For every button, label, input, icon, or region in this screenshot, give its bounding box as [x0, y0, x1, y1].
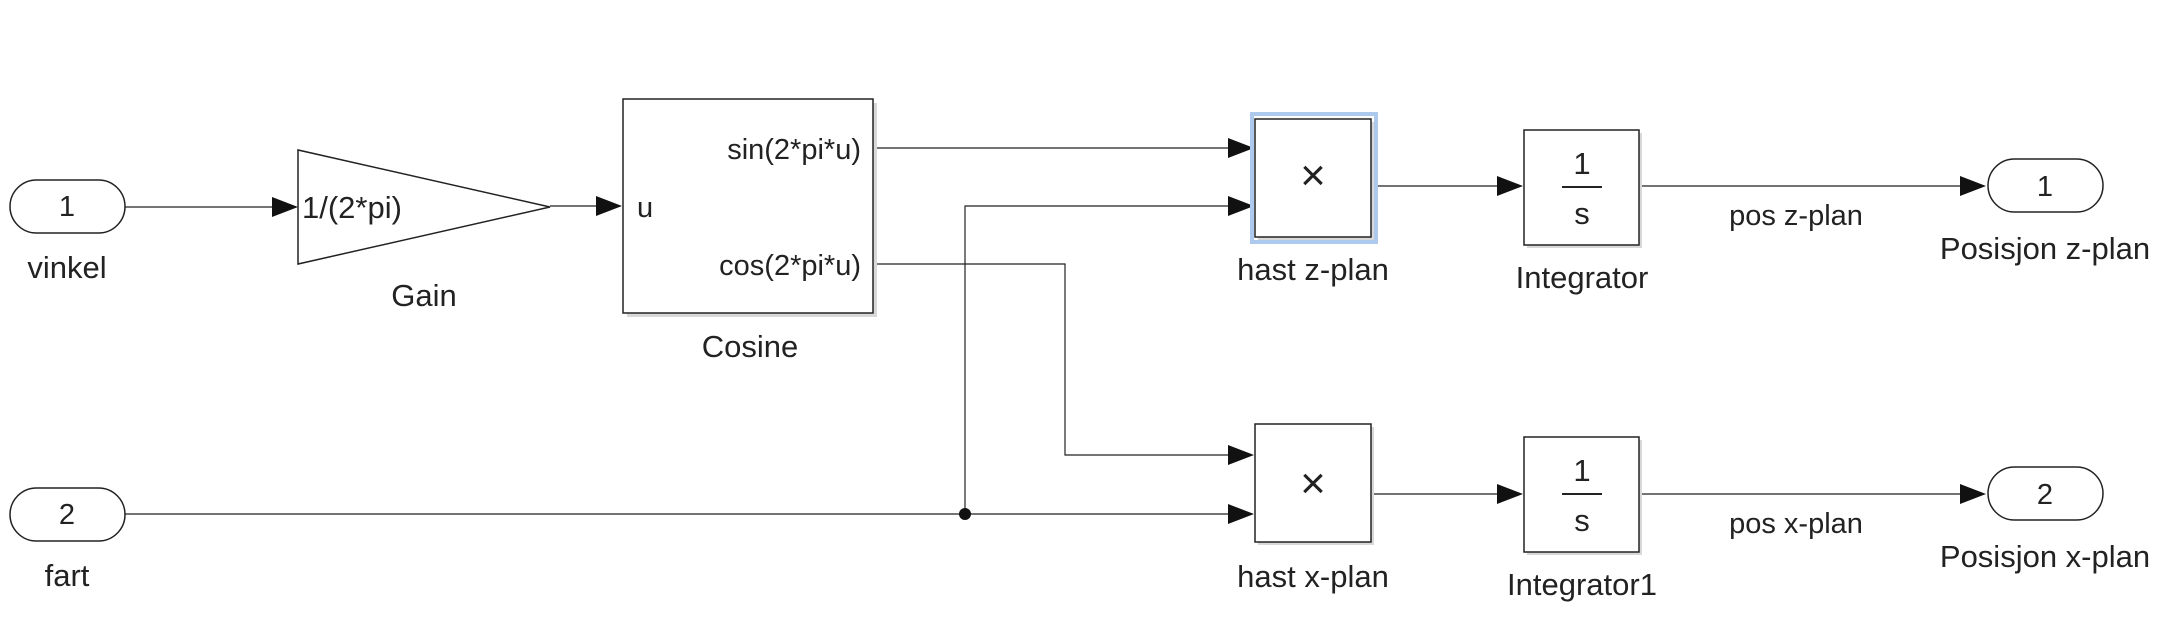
hast-z-shape[interactable]: [1254, 118, 1372, 238]
outport-2-shape[interactable]: [1987, 466, 2104, 521]
cosine-cos-output-label: cos(2*pi*u): [719, 250, 861, 282]
branch-point: [959, 508, 971, 520]
integrator1-block[interactable]: 1 s Integrator1: [1507, 436, 1657, 602]
line-cos-to-hast-x[interactable]: [873, 263, 1228, 456]
integrator-label: Integrator: [1516, 260, 1649, 295]
hast-x-label: hast x-plan: [1237, 559, 1389, 594]
arrow-hast-z-input1: [1228, 138, 1254, 158]
outport-2-label: Posisjon x-plan: [1940, 539, 2150, 574]
outport-posisjon-x-plan[interactable]: 2 Posisjon x-plan: [1940, 466, 2150, 574]
gain-expression: 1/(2*pi): [302, 190, 402, 225]
inport-fart-number: 2: [59, 499, 75, 531]
line-fart-branch-to-hast-z[interactable]: [964, 205, 1228, 514]
hast-x-shape[interactable]: [1254, 423, 1372, 543]
signal-label-pos-z-plan[interactable]: pos z-plan: [1729, 200, 1863, 232]
hast-x-multiply-icon: ×: [1300, 459, 1326, 508]
integrator1-shape[interactable]: [1523, 436, 1640, 553]
outport-1-label: Posisjon z-plan: [1940, 231, 2150, 266]
product-hast-z-plan[interactable]: × hast z-plan: [1237, 112, 1389, 287]
hast-z-label: hast z-plan: [1237, 252, 1389, 287]
arrow-hast-x-input1: [1228, 445, 1254, 465]
arrow-out1-input: [1960, 176, 1986, 196]
outport-1-shape[interactable]: [1987, 158, 2104, 213]
inport-fart[interactable]: 2 fart: [9, 487, 126, 593]
arrow-out2-input: [1960, 484, 1986, 504]
integrator-block[interactable]: 1 s Integrator: [1516, 129, 1649, 295]
hast-z-multiply-icon: ×: [1300, 151, 1326, 200]
cosine-input-port-label: u: [637, 192, 653, 224]
inport-vinkel-shape[interactable]: [9, 179, 126, 234]
arrow-integrator1-input: [1497, 484, 1523, 504]
cosine-label: Cosine: [702, 329, 799, 364]
outport-posisjon-z-plan[interactable]: 1 Posisjon z-plan: [1940, 158, 2150, 266]
product-hast-x-plan[interactable]: × hast x-plan: [1237, 423, 1389, 594]
gain-label: Gain: [391, 278, 456, 313]
inport-vinkel-number: 1: [59, 191, 75, 223]
signal-label-pos-x-plan[interactable]: pos x-plan: [1729, 508, 1863, 540]
arrow-gain-input: [272, 197, 298, 217]
cosine-block[interactable]: u sin(2*pi*u) cos(2*pi*u) Cosine: [622, 98, 877, 364]
signal-lines: [125, 138, 1986, 524]
gain-triangle[interactable]: [297, 149, 551, 265]
arrow-hast-x-input2: [1228, 504, 1254, 524]
integrator-denominator: s: [1574, 196, 1590, 231]
outport-2-number: 2: [2037, 479, 2053, 511]
integrator1-denominator: s: [1574, 503, 1590, 538]
outport-1-number: 1: [2037, 171, 2053, 203]
inport-fart-label: fart: [45, 558, 90, 593]
cosine-sin-output-label: sin(2*pi*u): [727, 134, 861, 166]
arrow-integrator-input: [1497, 176, 1523, 196]
cosine-shape[interactable]: [622, 98, 874, 314]
selection-highlight: [1250, 112, 1378, 244]
arrow-cosine-input: [596, 196, 622, 216]
integrator-numerator: 1: [1573, 146, 1590, 181]
arrow-hast-z-input2: [1228, 196, 1254, 216]
integrator1-label: Integrator1: [1507, 567, 1657, 602]
inport-fart-shape[interactable]: [9, 487, 126, 542]
inport-vinkel-label: vinkel: [27, 250, 106, 285]
integrator1-numerator: 1: [1573, 453, 1590, 488]
gain-block[interactable]: 1/(2*pi) Gain: [297, 149, 551, 313]
inport-vinkel[interactable]: 1 vinkel: [9, 179, 126, 285]
